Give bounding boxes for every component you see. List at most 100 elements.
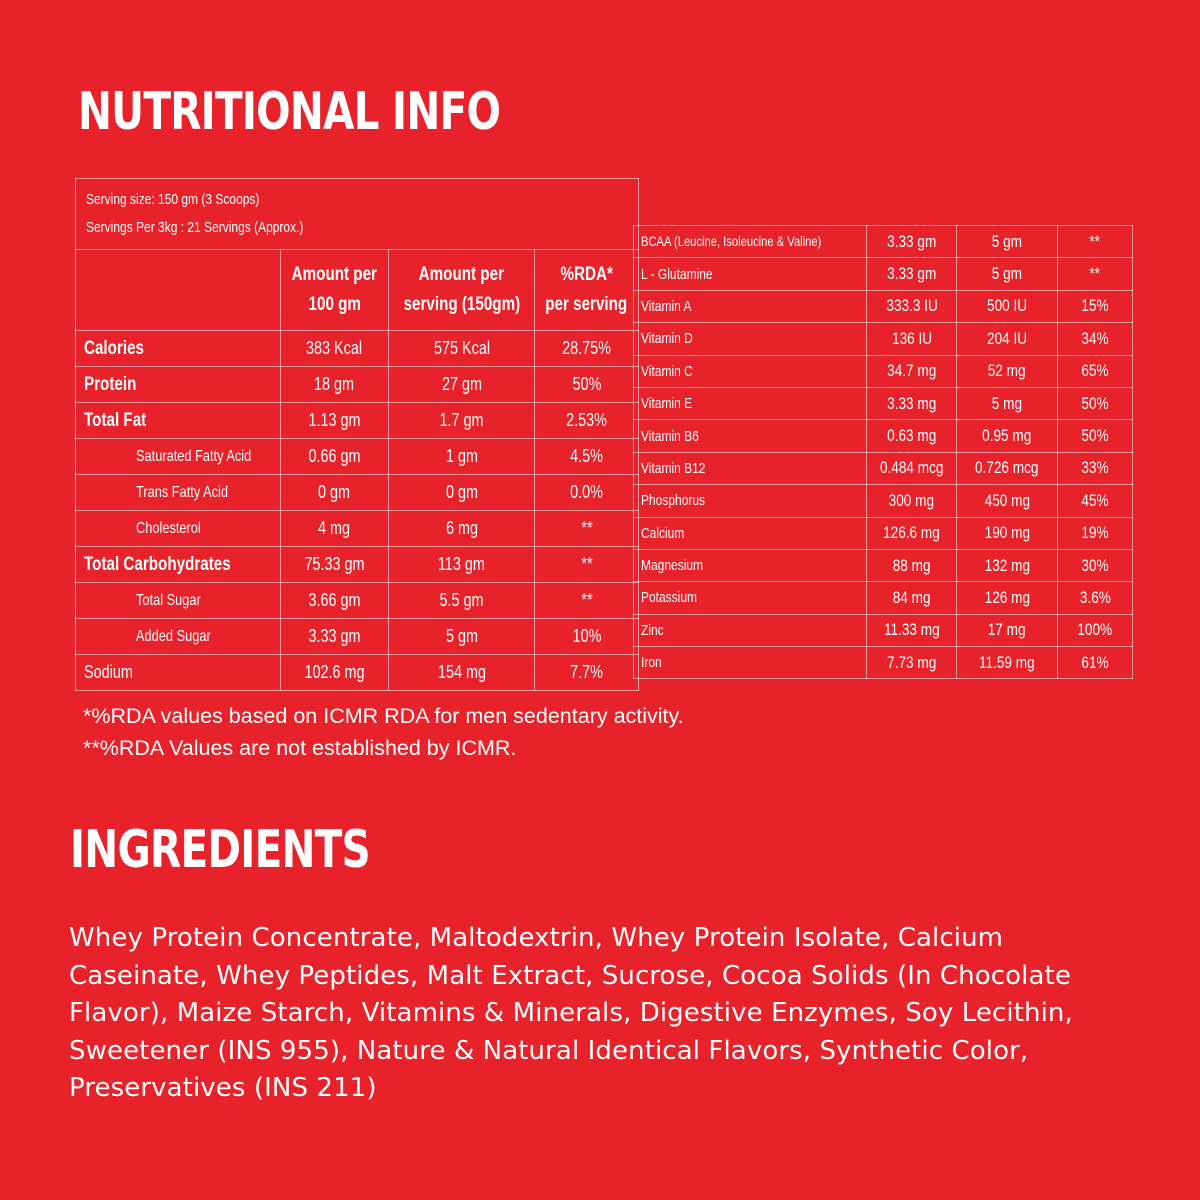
per-100g-value: 34.7 mg: [866, 354, 958, 388]
per-100g-text: 383 Kcal: [306, 338, 363, 358]
per-serving-value: 27 gm: [387, 366, 536, 403]
per-100g-text: 34.7 mg: [887, 361, 937, 381]
table-row: Potassium 84 mg 126 mg 3.6%: [632, 581, 1134, 615]
rda-value: 30%: [1056, 548, 1134, 583]
per-serving-text: 1.7 gm: [439, 410, 484, 430]
rda-value: 15%: [1056, 289, 1134, 324]
rda-value: 7.7%: [534, 654, 639, 691]
per-serving-value: 500 IU: [956, 289, 1058, 324]
per-serving-text: 17 mg: [988, 620, 1026, 640]
micronutrient-name-text: Magnesium: [641, 557, 704, 575]
rda-text: 65%: [1081, 361, 1109, 381]
nutrient-name-text: Cholesterol: [136, 519, 201, 537]
per-serving-value: 1 gm: [387, 438, 536, 475]
rda-text: 50%: [1081, 426, 1109, 446]
per-serving-text: 575 Kcal: [433, 338, 490, 358]
micronutrient-name-text: Zinc: [641, 621, 664, 639]
table-row: Vitamin B6 0.63 mg 0.95 mg 50%: [632, 419, 1134, 453]
nutrient-name: Saturated Fatty Acid: [74, 438, 282, 475]
per-100g-value: 300 mg: [866, 484, 958, 518]
nutrient-name: Protein: [74, 366, 282, 403]
rda-value: 50%: [1056, 419, 1134, 453]
nutrient-name-text: Added Sugar: [136, 627, 211, 645]
per-serving-value: 6 mg: [387, 510, 536, 547]
rda-text: 19%: [1081, 523, 1109, 543]
rda-value: 10%: [534, 618, 639, 655]
micronutrient-name: L - Glutamine: [632, 257, 868, 291]
rda-value: 61%: [1056, 646, 1134, 680]
per-100g-text: 7.73 mg: [887, 652, 937, 672]
rda-value: **: [1056, 257, 1134, 291]
per-100g-value: 0.66 gm: [280, 438, 389, 475]
rda-text: 45%: [1081, 490, 1109, 510]
table-row: Vitamin D 136 IU 204 IU 34%: [632, 322, 1134, 356]
per-serving-value: 204 IU: [956, 322, 1058, 356]
per-100g-value: 7.73 mg: [866, 646, 958, 680]
table-row: Calcium 126.6 mg 190 mg 19%: [632, 516, 1134, 550]
per-100g-text: 333.3 IU: [886, 296, 938, 316]
rda-value: 28.75%: [534, 330, 639, 367]
micronutrient-name-text: Vitamin A: [641, 297, 692, 315]
micronutrient-name: Vitamin D: [632, 322, 868, 356]
micronutrient-name: Calcium: [632, 516, 868, 550]
rda-text: 30%: [1081, 555, 1109, 575]
rda-value: 65%: [1056, 354, 1134, 388]
per-serving-value: 1.7 gm: [387, 402, 536, 439]
per-serving-text: 5 gm: [445, 626, 478, 646]
header-per-100g-line1: Amount per: [291, 264, 378, 285]
servings-per-pack: Servings Per 3kg : 21 Servings (Approx.): [86, 219, 304, 236]
per-serving-text: 1 gm: [445, 446, 478, 466]
micronutrient-table: BCAA (Leucine, Isoleucine & Valine) 3.33…: [632, 224, 1134, 680]
rda-not-established-footnote: **%RDA Values are not established by ICM…: [83, 736, 517, 760]
rda-text: 7.7%: [570, 662, 604, 682]
per-100g-text: 126.6 mg: [883, 523, 941, 543]
per-serving-text: 11.59 mg: [979, 652, 1035, 672]
header-per-serving-line1: Amount per: [418, 264, 505, 285]
table-row: Magnesium 88 mg 132 mg 30%: [632, 548, 1134, 583]
nutrient-name-text: Sodium: [84, 662, 133, 682]
table-row: Iron 7.73 mg 11.59 mg 61%: [632, 646, 1134, 680]
per-serving-text: 500 IU: [986, 296, 1028, 316]
micronutrient-name-text: Phosphorus: [641, 492, 706, 510]
header-per-serving-line2: serving (150gm): [403, 294, 520, 315]
micronutrient-name: BCAA (Leucine, Isoleucine & Valine): [632, 224, 868, 259]
micronutrient-name-text: Calcium: [641, 524, 685, 542]
per-100g-value: 84 mg: [866, 581, 958, 615]
header-per-serving: Amount per serving (150gm): [387, 249, 536, 331]
per-100g-value: 75.33 gm: [280, 546, 389, 583]
table-header-row: Amount per 100 gm Amount per serving (15…: [74, 249, 639, 331]
per-serving-text: 154 mg: [437, 662, 486, 682]
per-serving-value: 5 mg: [956, 386, 1058, 421]
nutrient-name: Added Sugar: [74, 618, 282, 655]
table-row: Saturated Fatty Acid 0.66 gm 1 gm 4.5%: [74, 438, 639, 475]
table-row: Total Carbohydrates 75.33 gm 113 gm **: [74, 546, 639, 583]
rda-value: 50%: [1056, 386, 1134, 421]
rda-value: 2.53%: [534, 402, 639, 439]
rda-text: 50%: [1081, 393, 1109, 413]
rda-text: 4.5%: [570, 446, 604, 466]
header-per-100g: Amount per 100 gm: [280, 249, 389, 331]
serving-info-row: Serving size: 150 gm (3 Scoops) Servings…: [75, 178, 639, 250]
nutritional-info-heading: NUTRITIONAL INFO: [78, 82, 501, 142]
micronutrient-name-text: Vitamin E: [641, 395, 693, 413]
per-serving-value: 52 mg: [956, 354, 1058, 388]
micronutrient-name-text: BCAA (Leucine, Isoleucine & Valine): [641, 233, 822, 250]
rda-text: 0.0%: [570, 482, 604, 502]
rda-value: 4.5%: [534, 438, 639, 475]
per-100g-text: 18 gm: [314, 374, 355, 394]
nutrient-name: Cholesterol: [74, 510, 282, 547]
rda-value: 34%: [1056, 322, 1134, 356]
per-serving-text: 5 mg: [991, 393, 1023, 413]
rda-text: 33%: [1081, 458, 1109, 478]
rda-text: 10%: [572, 626, 602, 646]
per-serving-text: 0.95 mg: [982, 426, 1032, 446]
nutrient-name: Trans Fatty Acid: [74, 474, 282, 511]
table-row: BCAA (Leucine, Isoleucine & Valine) 3.33…: [632, 224, 1134, 259]
per-100g-text: 136 IU: [891, 328, 932, 348]
rda-text: **: [581, 554, 593, 574]
per-100g-text: 102.6 mg: [304, 662, 365, 682]
per-100g-value: 3.66 gm: [280, 582, 389, 619]
header-per-100g-line2: 100 gm: [308, 294, 361, 315]
ingredients-heading: INGREDIENTS: [70, 820, 371, 880]
per-100g-value: 0 gm: [280, 474, 389, 511]
